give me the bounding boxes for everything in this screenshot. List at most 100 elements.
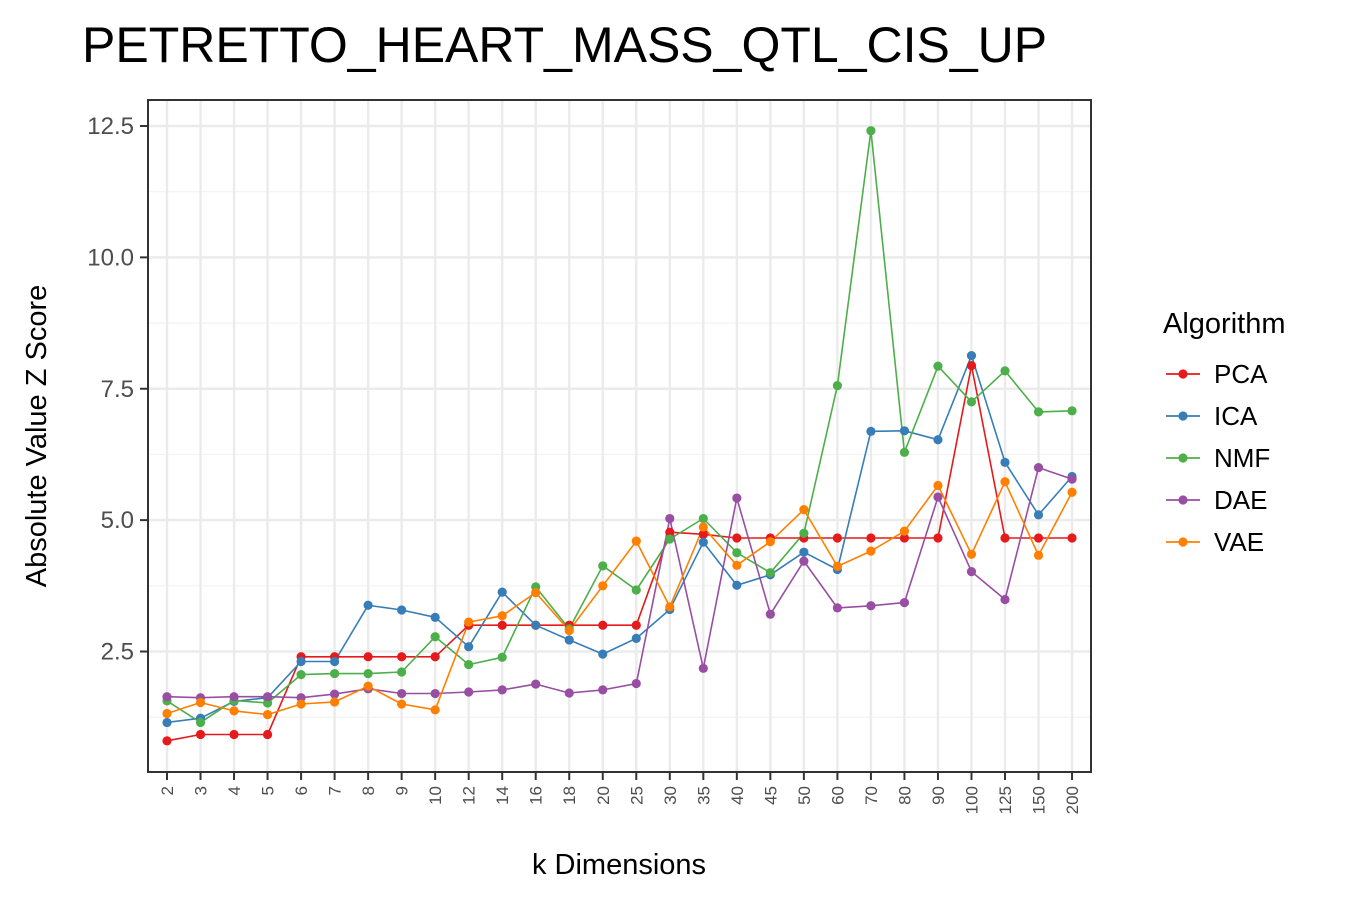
- point-nmf: [631, 585, 641, 595]
- point-vae: [799, 505, 809, 515]
- point-pca: [1000, 533, 1010, 543]
- point-dae: [430, 688, 440, 699]
- point-dae: [832, 603, 843, 613]
- point-pca: [1067, 533, 1077, 543]
- point-dae: [698, 663, 708, 673]
- point-ica: [497, 587, 507, 597]
- data-points: [162, 126, 1077, 746]
- point-pca: [732, 533, 742, 543]
- plot-border: [147, 99, 1092, 773]
- point-nmf: [698, 513, 708, 524]
- point-nmf: [430, 632, 440, 642]
- point-dae: [598, 685, 608, 695]
- x-tick-label: 70: [862, 786, 881, 805]
- point-nmf: [1033, 407, 1044, 417]
- point-pca: [162, 736, 172, 746]
- point-vae: [531, 588, 541, 598]
- point-ica: [162, 717, 172, 728]
- point-pca: [1033, 533, 1044, 543]
- y-tick-label: 7.5: [101, 376, 134, 403]
- point-pca: [397, 652, 407, 662]
- point-ica: [799, 547, 809, 557]
- legend-item-nmf: NMF: [1166, 443, 1270, 473]
- point-vae: [195, 697, 206, 708]
- x-tick-label: 6: [292, 786, 311, 795]
- point-dae: [229, 692, 239, 702]
- point-dae: [397, 688, 407, 699]
- point-ica: [430, 612, 440, 622]
- point-ica: [531, 620, 541, 630]
- x-tick-label: 18: [560, 786, 579, 805]
- x-tick-label: 16: [527, 786, 546, 805]
- point-dae: [732, 493, 742, 503]
- legend-item-dae: DAE: [1166, 485, 1267, 515]
- point-pca: [832, 533, 843, 543]
- legend-label: PCA: [1214, 359, 1268, 389]
- point-ica: [1000, 457, 1010, 467]
- point-ica: [698, 537, 708, 547]
- point-pca: [899, 533, 910, 543]
- point-pca: [195, 729, 206, 740]
- x-tick-label: 125: [996, 786, 1015, 814]
- point-ica: [631, 633, 641, 643]
- x-tick-label: 4: [225, 786, 244, 795]
- point-vae: [1067, 487, 1077, 497]
- x-tick-label: 200: [1063, 786, 1082, 814]
- point-ica: [330, 656, 340, 667]
- legend-swatch-point: [1178, 369, 1188, 379]
- point-vae: [363, 681, 373, 691]
- point-vae: [162, 708, 172, 719]
- point-ica: [732, 580, 742, 590]
- x-tick-label: 80: [895, 786, 914, 805]
- point-vae: [698, 522, 708, 532]
- legend-item-vae: VAE: [1166, 527, 1264, 557]
- point-dae: [1000, 594, 1010, 605]
- x-tick-label: 3: [192, 786, 211, 795]
- point-ica: [397, 605, 407, 615]
- legend-swatch-point: [1178, 453, 1188, 463]
- point-dae: [464, 687, 474, 697]
- point-nmf: [966, 397, 977, 407]
- point-vae: [665, 602, 675, 612]
- y-tick-label: 5.0: [101, 507, 134, 534]
- point-nmf: [397, 667, 407, 677]
- x-axis-title: k Dimensions: [532, 849, 706, 881]
- x-tick-label: 60: [828, 786, 847, 805]
- point-pca: [497, 620, 507, 630]
- point-nmf: [363, 668, 373, 679]
- legend-items: PCA ICA NMF DAE VAE: [1166, 359, 1270, 557]
- point-dae: [933, 492, 943, 502]
- series-line-pca: [166, 364, 1072, 742]
- point-dae: [966, 567, 977, 577]
- point-dae: [665, 513, 675, 524]
- x-tick-label: 35: [694, 786, 713, 805]
- x-tick-label: 90: [929, 786, 948, 805]
- plot-panel: [147, 99, 1092, 773]
- x-tick-label: 14: [493, 786, 512, 805]
- x-tick-label: 9: [393, 786, 412, 795]
- point-ica: [564, 635, 574, 645]
- point-nmf: [598, 561, 608, 571]
- plot-background: [148, 100, 1091, 772]
- point-dae: [799, 556, 809, 566]
- point-dae: [531, 679, 541, 689]
- point-nmf: [933, 361, 943, 371]
- legend-item-ica: ICA: [1166, 401, 1258, 431]
- legend-title: Algorithm: [1163, 308, 1286, 340]
- point-pca: [631, 620, 641, 630]
- point-ica: [966, 351, 977, 361]
- point-vae: [262, 709, 273, 720]
- series-line-dae: [166, 466, 1073, 699]
- point-nmf: [330, 668, 340, 679]
- point-pca: [430, 652, 440, 662]
- point-vae: [296, 699, 306, 709]
- legend-label: DAE: [1214, 485, 1267, 515]
- series-line-ica: [166, 354, 1073, 724]
- series-line-vae: [166, 480, 1073, 716]
- x-tick-label: 30: [661, 786, 680, 805]
- point-pca: [698, 529, 708, 539]
- point-dae: [899, 598, 910, 608]
- point-ica: [464, 642, 474, 652]
- x-axis: 2 3 4 5 6 7 8 9 10 12 14 16 18 20 25 30 35 40 45 50 60 70 80 90…: [158, 772, 1082, 814]
